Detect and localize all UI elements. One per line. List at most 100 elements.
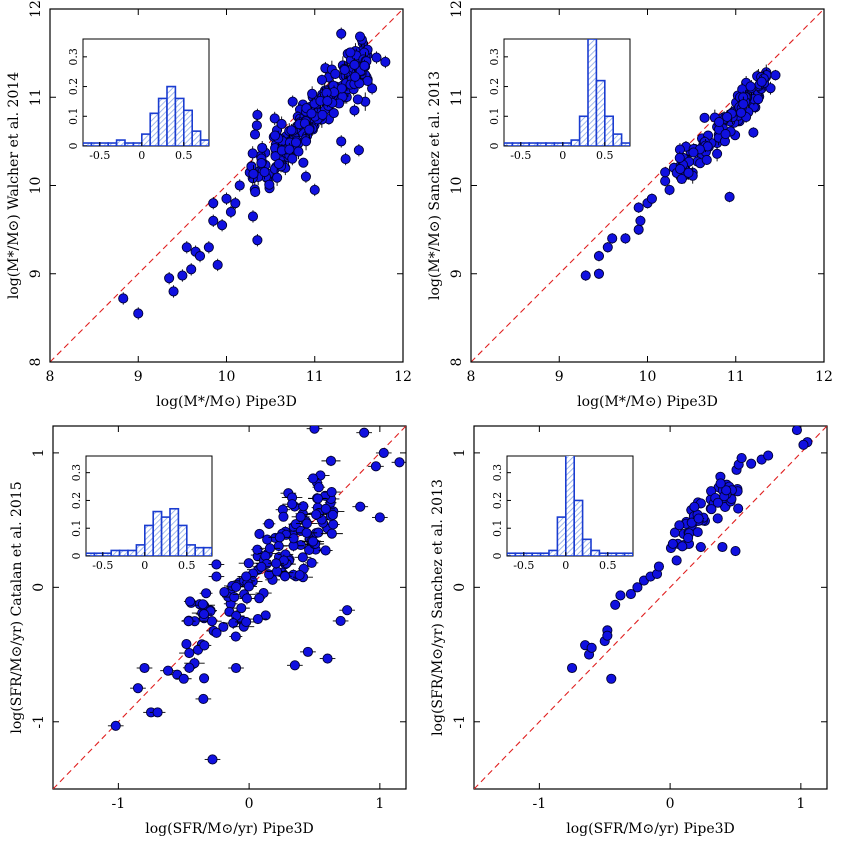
point-marker (714, 116, 725, 128)
point-marker (688, 147, 699, 158)
point-marker (304, 124, 315, 135)
point-marker (593, 268, 605, 279)
point-marker (695, 541, 706, 553)
data-point (266, 566, 288, 577)
point-marker (110, 720, 121, 731)
point-marker (306, 108, 317, 119)
data-point (620, 233, 631, 244)
point-marker (274, 532, 285, 543)
histogram-bar (115, 139, 126, 146)
point-marker (199, 673, 210, 684)
x-axis-label: log(SFR/M⊙/yr) Pipe3D (145, 821, 313, 837)
inset-histogram: -0.5 0 0.5 0 0.1 0.2 0.3 (491, 455, 634, 572)
point-marker (715, 478, 726, 489)
data-point (278, 511, 289, 522)
data-point (715, 478, 726, 489)
data-point (646, 193, 657, 205)
point-marker (287, 499, 298, 510)
point-marker (763, 450, 774, 461)
data-point (269, 130, 281, 141)
data-point (664, 184, 675, 196)
data-point (309, 183, 320, 197)
point-marker (178, 673, 189, 684)
point-marker (349, 105, 360, 116)
data-point (208, 571, 225, 582)
point-marker (674, 152, 685, 163)
histogram-bar (536, 142, 547, 146)
inset-y-tick-label: 0.1 (70, 519, 83, 537)
data-point (182, 662, 196, 674)
data-point (669, 527, 680, 538)
inset-x-tick-label: 0 (141, 559, 148, 572)
x-tick-label: 8 (46, 369, 55, 385)
histogram-bar (169, 507, 180, 556)
histogram-bar (528, 142, 539, 146)
point-marker (236, 603, 247, 614)
point-marker (736, 107, 747, 118)
data-point (714, 116, 725, 128)
data-point (706, 504, 717, 515)
histogram-bar (177, 524, 188, 556)
point-marker (284, 144, 295, 155)
histogram-bar (157, 97, 168, 146)
inset-y-tick-label: 0.3 (491, 464, 504, 482)
data-point (615, 590, 626, 601)
data-point (276, 116, 287, 132)
data-point (307, 86, 318, 102)
data-point (107, 720, 124, 731)
data-point (336, 27, 347, 40)
point-marker (693, 513, 704, 524)
panel-top-right: 8 9 10 11 12 8 9 10 11 12 log(M*/M⊙) Pipe3D log(M*/… (427, 0, 833, 410)
data-point (297, 501, 309, 512)
point-marker (748, 127, 759, 138)
data-point (290, 137, 302, 148)
point-marker (362, 75, 373, 87)
point-marker (164, 273, 175, 284)
data-point (276, 143, 287, 158)
point-marker (677, 541, 688, 552)
data-point (195, 693, 212, 704)
point-marker (287, 96, 298, 107)
data-point (350, 71, 361, 83)
x-tick-label: 1 (796, 796, 805, 812)
data-point (328, 108, 339, 119)
data-point (674, 520, 685, 531)
histogram-bar (581, 538, 592, 556)
x-tick-label: 0 (666, 796, 675, 812)
data-point (219, 586, 230, 598)
inset-x-tick-label: 0.5 (599, 559, 617, 572)
y-axis-label: log(SFR/M⊙/yr) Sanchez et al. 2013 (430, 479, 446, 736)
histogram-bar (199, 139, 209, 146)
y-tick-label: 11 (449, 88, 465, 106)
data-point (296, 518, 318, 529)
point-marker (243, 581, 254, 592)
point-marker (208, 215, 219, 226)
data-point (195, 609, 213, 620)
point-marker (301, 527, 312, 538)
histogram-bar (553, 142, 564, 146)
point-marker (208, 198, 219, 209)
data-point (208, 559, 225, 570)
histogram-bar (606, 552, 617, 556)
data-point (130, 683, 146, 694)
data-point (756, 75, 767, 89)
point-marker (184, 596, 196, 607)
histogram-bar (110, 549, 121, 556)
data-point (264, 179, 275, 190)
point-marker (660, 176, 671, 187)
y-tick-label: 10 (449, 177, 465, 195)
data-point (304, 120, 315, 139)
inset-y-tick-label: 0 (488, 143, 501, 150)
data-point (721, 485, 732, 496)
x-tick-label: 12 (394, 369, 412, 385)
x-tick-label: 0 (245, 796, 254, 812)
data-point (287, 152, 298, 166)
point-marker (271, 558, 282, 569)
data-point (316, 503, 335, 515)
point-marker (328, 108, 339, 119)
data-point (322, 94, 333, 108)
point-marker (736, 452, 747, 464)
data-point (688, 147, 699, 158)
point-marker (221, 193, 232, 204)
